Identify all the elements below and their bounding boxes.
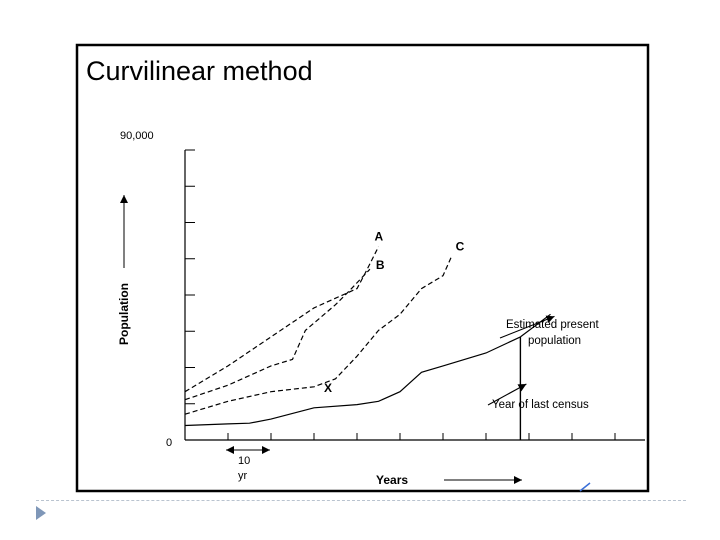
series-label-a: A <box>375 230 384 244</box>
series-line-b <box>184 268 371 401</box>
x-axis-ticks <box>184 433 616 440</box>
series-line-x <box>184 336 521 427</box>
chart-series-group <box>184 246 551 427</box>
annotation-last-census: Year of last census <box>492 399 589 411</box>
scale-bar-value: 10 <box>238 455 250 467</box>
pen-mark-icon <box>579 482 591 492</box>
series-label-x: X <box>324 381 332 395</box>
y-max-label: 90,000 <box>120 130 154 142</box>
annotation-estimated-line1: Estimated present <box>506 319 599 331</box>
figure-title: Curvilinear method <box>86 56 313 86</box>
annotation-estimated-line2: population <box>528 335 581 347</box>
scale-bar-unit: yr <box>238 470 248 482</box>
bullet-arrow-icon <box>36 506 46 520</box>
figure-frame <box>75 43 650 493</box>
y-axis-ticks <box>185 149 195 441</box>
x-axis-label: Years <box>376 473 408 487</box>
annotation-last-census-arrow <box>487 383 527 406</box>
series-label-c: C <box>456 239 465 253</box>
series-line-estimate <box>520 313 551 338</box>
annotation-estimated-arrow <box>499 315 555 339</box>
footer-divider <box>36 500 686 501</box>
series-line-c <box>184 256 453 415</box>
series-label-b: B <box>376 258 385 272</box>
y-axis-label: Population <box>117 283 131 345</box>
y-origin-label: 0 <box>166 437 172 449</box>
series-labels-group: AB C X <box>324 230 465 395</box>
